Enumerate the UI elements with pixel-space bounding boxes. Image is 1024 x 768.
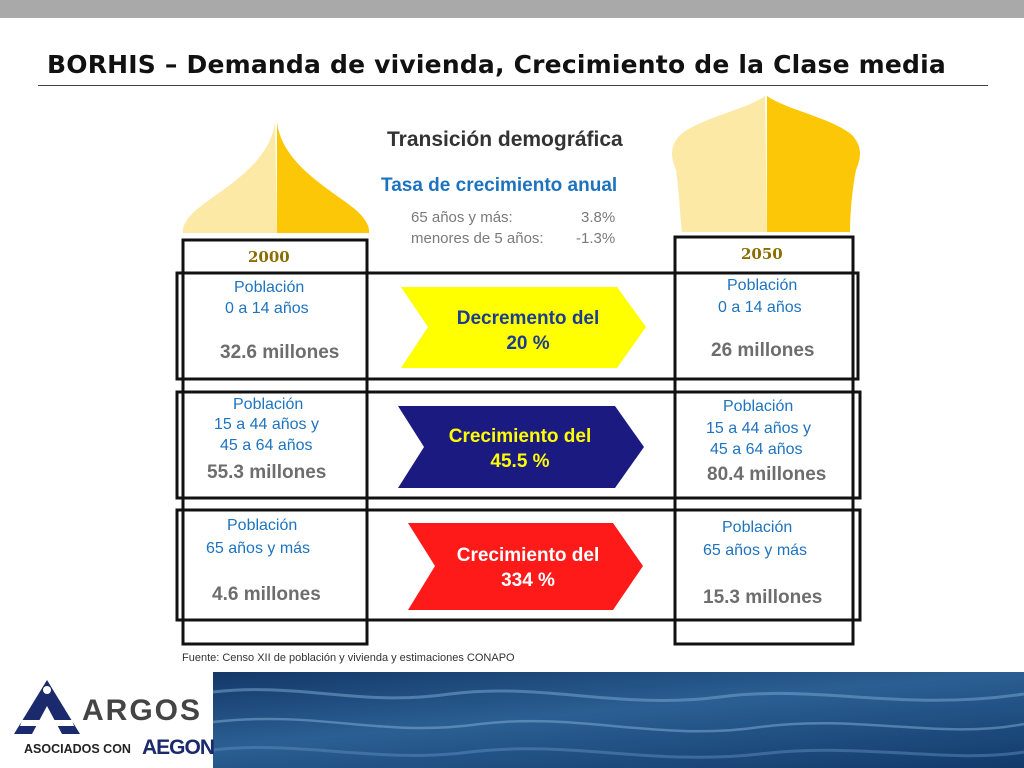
aegon-logo-text: AEGON xyxy=(142,736,215,759)
row2-right-label-1: Población xyxy=(723,398,794,415)
demographic-transition-figure: Transición demográfica Tasa de crecimien… xyxy=(175,96,862,664)
row1-left-value: 32.6 millones xyxy=(220,342,340,363)
pyramid-2000-light xyxy=(182,122,277,233)
row2-right-value: 80.4 millones xyxy=(707,464,827,485)
row2-arrow-line-2: 45.5 % xyxy=(490,451,550,472)
row1-arrow-text: Decremento del 20 % xyxy=(428,306,628,356)
year-label-right: 2050 xyxy=(741,245,783,263)
row1-arrow-line-2: 20 % xyxy=(506,333,550,354)
rate-value-children: -1.3% xyxy=(576,230,616,247)
argos-logo-text: ARGOS xyxy=(82,694,203,727)
row1-left-label-2: 0 a 14 años xyxy=(225,300,309,317)
year-label-left: 2000 xyxy=(248,248,290,266)
figure-heading: Transición demográfica xyxy=(387,128,623,151)
row-frame-2 xyxy=(175,390,862,500)
row2-left-label-1: Población xyxy=(233,396,304,413)
row3-right-label-1: Población xyxy=(722,519,793,536)
row2-right-label-2: 15 a 44 años y xyxy=(706,420,811,437)
row3-left-label-2: 65 años y más xyxy=(206,540,311,557)
year-2050-box xyxy=(673,235,855,646)
rate-label-children: menores de 5 años: xyxy=(411,230,544,247)
row3-left-value: 4.6 millones xyxy=(212,584,321,605)
arrow-row-1 xyxy=(401,287,646,368)
rate-label-elderly: 65 años y más: xyxy=(411,209,513,226)
title-divider xyxy=(38,85,988,86)
pyramid-2050-light xyxy=(672,96,767,232)
row1-right-label-2: 0 a 14 años xyxy=(718,299,802,316)
source-note: Fuente: Censo XII de población y viviend… xyxy=(182,652,515,664)
row3-arrow-line-1: Crecimiento del xyxy=(456,545,600,566)
row3-arrow-text: Crecimiento del 334 % xyxy=(428,543,628,593)
row-frame-1 xyxy=(175,271,860,381)
row1-left-label-1: Población xyxy=(234,279,305,296)
pyramid-2000-dark xyxy=(277,122,370,233)
arrow-row-3 xyxy=(408,523,643,610)
row2-left-label-2: 15 a 44 años y xyxy=(214,416,319,433)
row-frame-3 xyxy=(175,508,862,622)
year-2000-box xyxy=(181,238,369,646)
row3-right-value: 15.3 millones xyxy=(703,587,823,608)
row1-right-value: 26 millones xyxy=(711,340,815,361)
associated-with-label: ASOCIADOS CON xyxy=(24,742,131,756)
figure-graphics xyxy=(175,96,862,646)
row2-left-value: 55.3 millones xyxy=(207,462,327,483)
row2-arrow-line-1: Crecimiento del xyxy=(448,426,592,447)
row3-right-label-2: 65 años y más xyxy=(703,542,808,559)
row2-left-label-3: 45 a 64 años xyxy=(220,437,313,454)
row3-left-label-1: Población xyxy=(227,517,298,534)
row2-right-label-3: 45 a 64 años xyxy=(710,441,803,458)
top-bar xyxy=(0,0,1024,18)
row2-arrow-text: Crecimiento del 45.5 % xyxy=(420,424,620,474)
row1-arrow-line-1: Decremento del xyxy=(456,308,600,329)
arrow-row-2 xyxy=(398,406,644,488)
argos-logo-icon xyxy=(14,680,80,734)
rate-value-elderly: 3.8% xyxy=(581,209,616,226)
figure-subheading: Tasa de crecimiento anual xyxy=(381,175,618,196)
row1-right-label-1: Población xyxy=(727,277,798,294)
pyramid-2050-dark xyxy=(767,96,860,232)
slide-title: BORHIS – Demanda de vivienda, Crecimient… xyxy=(47,50,946,79)
row3-arrow-line-2: 334 % xyxy=(501,570,555,591)
